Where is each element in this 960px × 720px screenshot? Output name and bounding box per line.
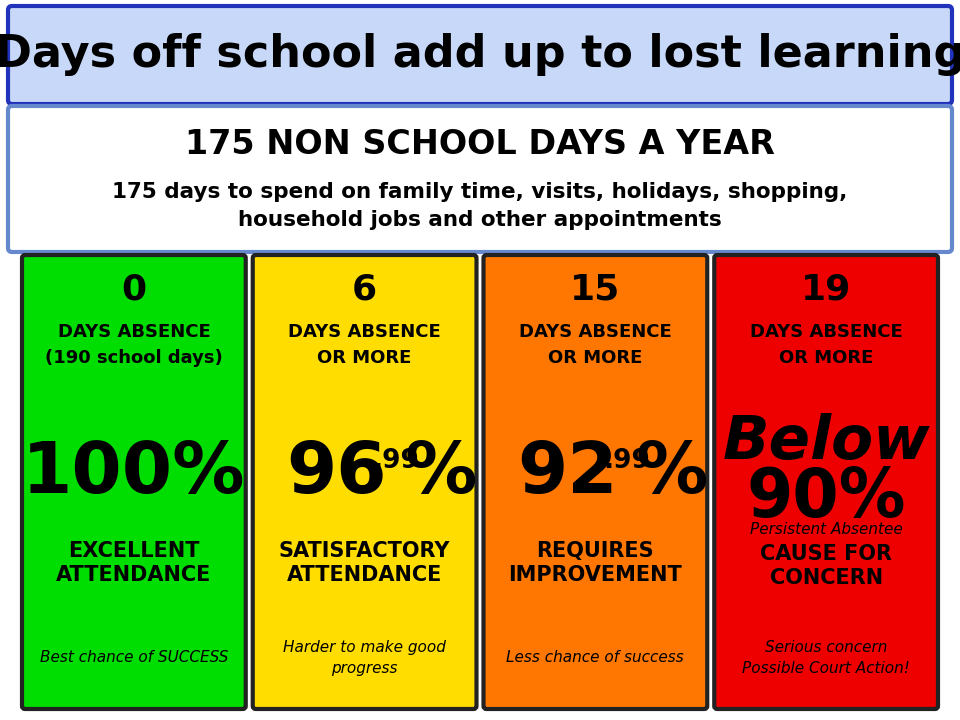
Text: DAYS ABSENCE: DAYS ABSENCE [750,323,902,341]
Text: IMPROVEMENT: IMPROVEMENT [509,565,683,585]
Text: %: % [636,438,708,508]
Text: 92: 92 [517,438,617,508]
Text: OR MORE: OR MORE [548,349,642,367]
FancyBboxPatch shape [714,255,938,709]
FancyBboxPatch shape [8,106,952,252]
Text: CAUSE FOR: CAUSE FOR [760,544,892,564]
Text: 0: 0 [121,273,147,307]
Text: 90%: 90% [746,465,906,531]
FancyBboxPatch shape [22,255,246,709]
Text: %: % [404,438,477,508]
Text: Days off school add up to lost learning: Days off school add up to lost learning [0,34,960,76]
Text: (190 school days): (190 school days) [45,349,223,367]
FancyBboxPatch shape [8,6,952,104]
Text: Serious concern
Possible Court Action!: Serious concern Possible Court Action! [742,640,910,676]
Text: DAYS ABSENCE: DAYS ABSENCE [58,323,210,341]
Text: SATISFACTORY: SATISFACTORY [278,541,450,561]
Text: DAYS ABSENCE: DAYS ABSENCE [519,323,672,341]
Text: Best chance of SUCCESS: Best chance of SUCCESS [39,650,228,665]
Text: Harder to make good
progress: Harder to make good progress [283,640,446,676]
Text: Persistent Absentee: Persistent Absentee [750,523,902,538]
Text: 175 NON SCHOOL DAYS A YEAR: 175 NON SCHOOL DAYS A YEAR [185,127,775,161]
Text: CONCERN: CONCERN [770,568,882,588]
Text: ATTENDANCE: ATTENDANCE [287,565,443,585]
Text: 19: 19 [801,273,852,307]
Text: Below: Below [722,413,930,472]
Text: 100%: 100% [22,438,246,508]
Text: ATTENDANCE: ATTENDANCE [57,565,211,585]
Text: 15: 15 [570,273,620,307]
Text: REQUIRES: REQUIRES [537,541,654,561]
Text: OR MORE: OR MORE [318,349,412,367]
Text: DAYS ABSENCE: DAYS ABSENCE [288,323,441,341]
Text: EXCELLENT: EXCELLENT [68,541,200,561]
Text: Less chance of success: Less chance of success [507,650,684,665]
FancyBboxPatch shape [484,255,708,709]
Text: .99: .99 [604,448,650,474]
Text: 175 days to spend on family time, visits, holidays, shopping,
household jobs and: 175 days to spend on family time, visits… [112,182,848,230]
Text: 96: 96 [286,438,387,508]
Text: OR MORE: OR MORE [779,349,874,367]
Text: .99: .99 [372,448,420,474]
FancyBboxPatch shape [252,255,476,709]
Text: 6: 6 [352,273,377,307]
